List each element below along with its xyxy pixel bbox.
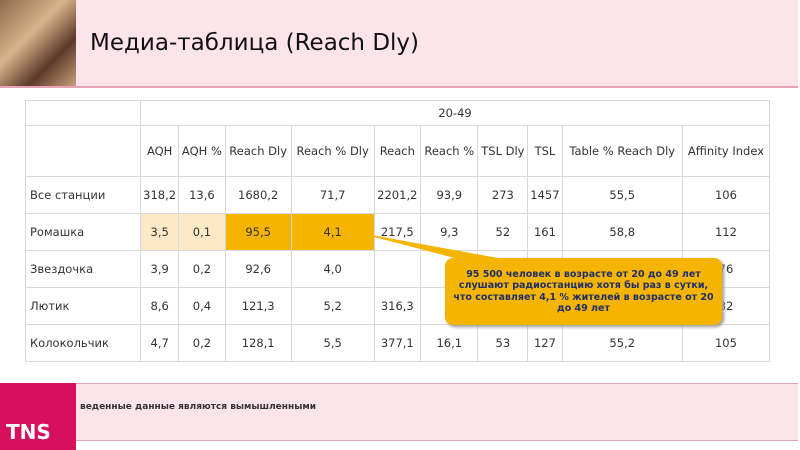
cell: 3,9 — [139, 250, 180, 288]
cell: 4,1 — [290, 213, 375, 251]
row-label: Звездочка — [25, 250, 141, 288]
hidden-cell — [373, 250, 422, 288]
header-row: 20-49 — [25, 100, 770, 126]
cell: 161 — [527, 213, 563, 251]
footer-note: веденные данные являются вымышленными — [80, 402, 317, 412]
cell: 106 — [681, 176, 771, 214]
table-row: Колокольчик 4,7 0,2 128,1 5,5 377,1 16,1 53 127 5… — [25, 324, 771, 362]
row-label: Колокольчик — [25, 324, 141, 362]
cell: 0,1 — [178, 213, 226, 251]
cell: 93,9 — [420, 176, 479, 214]
cell: 105 — [681, 324, 771, 362]
cell: 55,2 — [561, 324, 683, 362]
cell: 4,7 — [139, 324, 180, 362]
column-header: Affinity Index — [681, 125, 771, 177]
cell: 112 — [681, 213, 771, 251]
header-row: AQH AQH % Reach Dly Reach % Dly Reach Reach %… — [25, 125, 771, 177]
column-header: Reach % — [420, 125, 479, 177]
row-label: Ромашка — [25, 213, 141, 251]
cell: 4,0 — [290, 250, 375, 288]
media-table: 20-49 AQH AQH % Reach Dly Reach % Dly Reach Re… — [25, 100, 771, 362]
table-row: Все станции 318,2 13,6 1680,2 71,7 2201,2 93,9… — [25, 176, 771, 214]
cell: 3,5 — [139, 213, 180, 251]
cell: 377,1 — [373, 324, 422, 362]
column-header: TSL Dly — [477, 125, 529, 177]
cell: 128,1 — [224, 324, 292, 362]
callout: 95 500 человек в возрасте от 20 до 49 ле… — [445, 258, 722, 325]
cell: 16,1 — [420, 324, 479, 362]
row-label: Лютик — [25, 287, 141, 325]
cell: 0,4 — [178, 287, 226, 325]
column-header: Table % Reach Dly — [561, 125, 683, 177]
cell: 127 — [527, 324, 563, 362]
cell: 2201,2 — [373, 176, 422, 214]
column-header: AQH % — [178, 125, 226, 177]
column-header: AQH — [139, 125, 180, 177]
group-header: 20-49 — [140, 100, 770, 126]
footer-band — [0, 383, 798, 441]
column-header: Reach — [373, 125, 422, 177]
column-header: Reach % Dly — [290, 125, 375, 177]
cell: 0,2 — [178, 324, 226, 362]
column-header: Reach Dly — [224, 125, 292, 177]
row-label: Все станции — [25, 176, 141, 214]
cell: 316,3 — [373, 287, 422, 325]
cell: 5,5 — [290, 324, 375, 362]
cell: 8,6 — [139, 287, 180, 325]
logo: TNS — [0, 383, 76, 450]
cell: 13,6 — [178, 176, 226, 214]
cell: 55,5 — [561, 176, 683, 214]
column-header: TSL — [527, 125, 563, 177]
cell: 318,2 — [139, 176, 180, 214]
photo — [0, 0, 76, 86]
slide-title: Медиа-таблица (Reach Dly) — [90, 30, 420, 56]
header-band — [0, 0, 798, 88]
cell: 53 — [477, 324, 529, 362]
